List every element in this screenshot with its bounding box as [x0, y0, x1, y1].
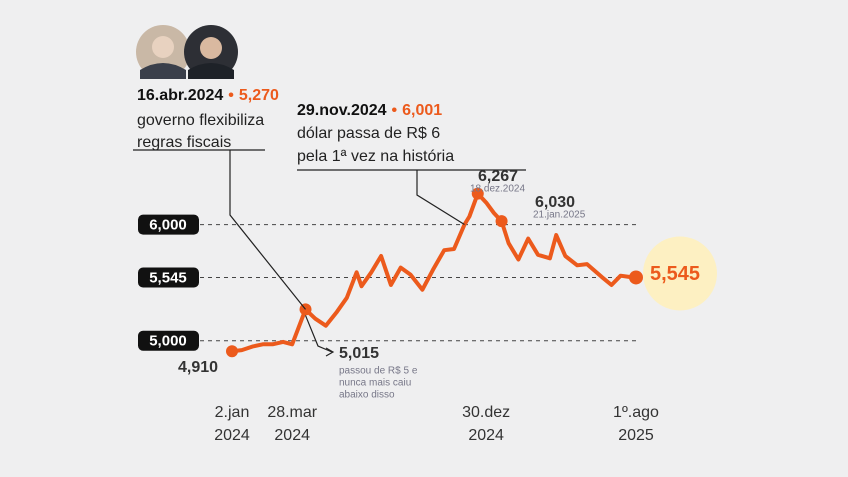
x-tick-label: 2.jan 2024 [214, 404, 250, 444]
annotation-value-label: 5,270 [239, 87, 279, 104]
leader-line [416, 170, 465, 226]
leader-line [229, 150, 306, 310]
annotation-value: 4,910 [178, 359, 218, 376]
y-tick-label: 5,000 [149, 333, 187, 350]
annotation-text: nunca mais caiu [339, 378, 411, 389]
annotation-separator: • [228, 87, 234, 104]
annotation-value-label: 6,001 [402, 102, 442, 119]
annotation-dot [226, 345, 238, 358]
y-tick-label: 5,545 [149, 269, 187, 286]
y-tick-pill [138, 267, 199, 288]
annotation-title: 29.nov.2024 • 6,001 [297, 102, 442, 119]
portrait-body [188, 63, 234, 79]
x-tick-label: 1º.ago 2025 [613, 404, 659, 444]
annotation-text: governo flexibiliza [137, 112, 264, 129]
annotation-text: passou de R$ 5 e [339, 366, 418, 377]
annotation-dot [495, 215, 508, 228]
y-tick-pill [138, 330, 199, 351]
annotation-separator: • [392, 102, 398, 119]
annotation-value: 6,030 [535, 194, 575, 211]
annotation-date: 18.dez.2024 [470, 184, 525, 195]
annotation-dot [471, 187, 484, 200]
annotation-text: pela 1ª vez na história [297, 148, 454, 165]
annotation-title: 16.abr.2024 • 5,270 [137, 87, 279, 104]
annotation-date: 16.abr.2024 [137, 87, 223, 104]
highlight-halo [643, 236, 717, 311]
arrow-head [325, 347, 335, 357]
annotation-value: 5,545 [650, 263, 700, 285]
portrait-body [140, 63, 186, 79]
x-tick-label: 28.mar 2024 [267, 404, 317, 444]
annotation-text: abaixo disso [339, 390, 395, 401]
portraits [136, 25, 238, 79]
y-tick-pill [138, 214, 199, 235]
annotation-value: 5,015 [339, 345, 379, 362]
x-tick-label: 30.dez 2024 [462, 404, 510, 444]
leader-line [304, 315, 333, 353]
annotation-text: regras fiscais [137, 134, 231, 151]
y-tick-label: 6,000 [149, 217, 187, 234]
annotation-dot [629, 270, 643, 285]
annotation-text: dólar passa de R$ 6 [297, 125, 440, 142]
annotation-date: 29.nov.2024 [297, 102, 387, 119]
portrait-face [200, 37, 222, 59]
portrait-face [152, 36, 174, 58]
annotation-date: 21.jan.2025 [533, 210, 586, 221]
annotation-value: 6,267 [478, 168, 518, 185]
